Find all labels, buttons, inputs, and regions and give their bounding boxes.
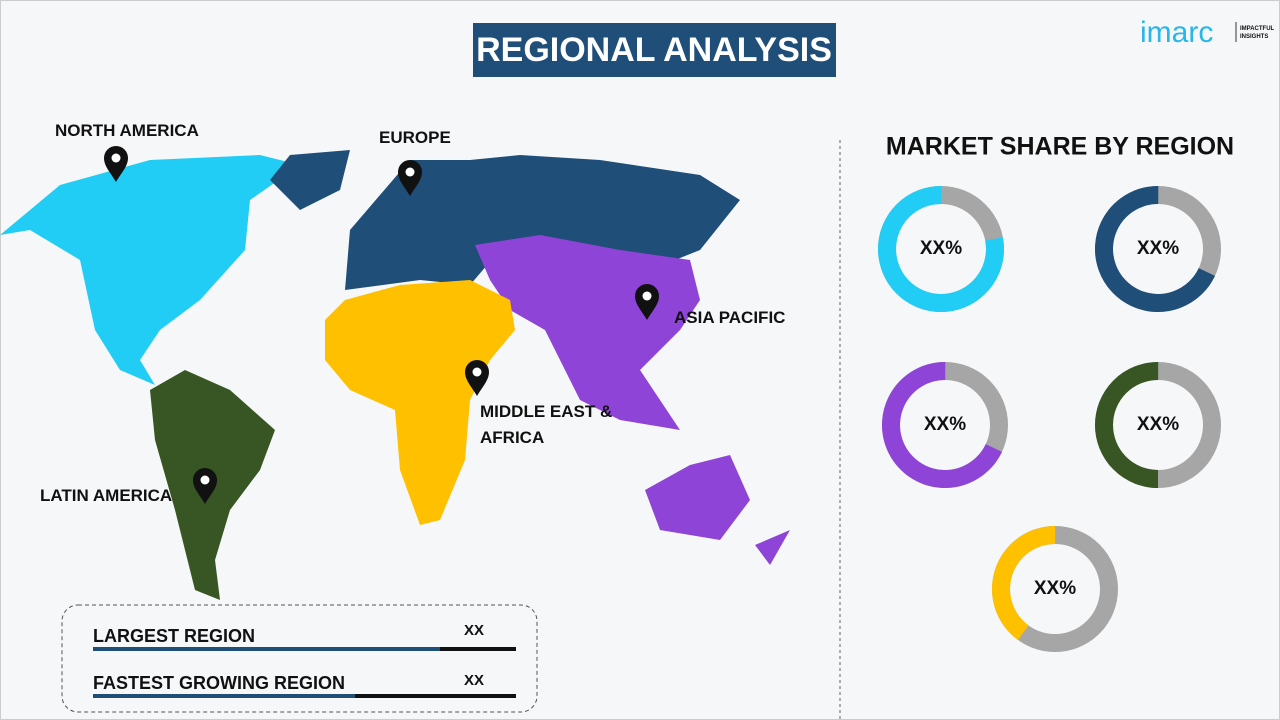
summary-label: FASTEST GROWING REGION <box>93 673 345 693</box>
summary-bar <box>93 647 440 651</box>
market-share-title: MARKET SHARE BY REGION <box>886 133 1234 161</box>
donut-arc <box>882 362 1008 488</box>
summary-value: XX <box>464 622 484 639</box>
summary-bar <box>93 694 355 698</box>
summary-value: XX <box>464 672 484 689</box>
world-map <box>0 150 790 600</box>
map-pin <box>635 284 659 320</box>
donut-arc <box>1095 186 1221 312</box>
donut-label: XX% <box>1137 414 1179 435</box>
map-pin <box>398 160 422 196</box>
donut-label: XX% <box>920 238 962 259</box>
map-pin-dot <box>111 153 121 163</box>
summary-label: LARGEST REGION <box>93 626 255 646</box>
logo-tagline: INSIGHTS <box>1240 34 1268 40</box>
summary-box <box>61 604 538 713</box>
region-label: ASIA PACIFIC <box>674 308 785 327</box>
donut-arc <box>1095 362 1221 488</box>
summary-bar <box>440 647 516 651</box>
logo: imarc <box>1140 16 1213 49</box>
map-pin <box>104 146 128 182</box>
title-box <box>473 23 836 77</box>
donut-label: XX% <box>1034 578 1076 599</box>
region-label: MIDDLE EAST & <box>480 402 612 421</box>
map-pin-dot <box>200 475 210 485</box>
map-pin-dot <box>405 167 415 177</box>
logo-tagline: IMPACTFUL <box>1240 26 1275 32</box>
map-pin <box>193 468 217 504</box>
greenland-shape <box>270 150 350 210</box>
summary-bar <box>355 694 516 698</box>
region-label: AFRICA <box>480 428 544 447</box>
map-pin-dot <box>472 367 482 377</box>
north-america-shape <box>0 155 300 385</box>
new-zealand-shape <box>755 530 790 565</box>
donut-arc <box>878 186 1004 312</box>
map-pin-dot <box>642 291 652 301</box>
title: REGIONAL ANALYSIS <box>476 31 832 69</box>
donut-label: XX% <box>1137 238 1179 259</box>
donut-label: XX% <box>924 414 966 435</box>
map-pin <box>465 360 489 396</box>
africa-shape <box>325 280 515 525</box>
asia-shape <box>475 235 700 430</box>
region-label: NORTH AMERICA <box>55 121 199 140</box>
region-label: LATIN AMERICA <box>40 486 172 505</box>
australia-shape <box>645 455 750 540</box>
donut-arc <box>992 526 1118 652</box>
region-label: EUROPE <box>379 128 451 147</box>
